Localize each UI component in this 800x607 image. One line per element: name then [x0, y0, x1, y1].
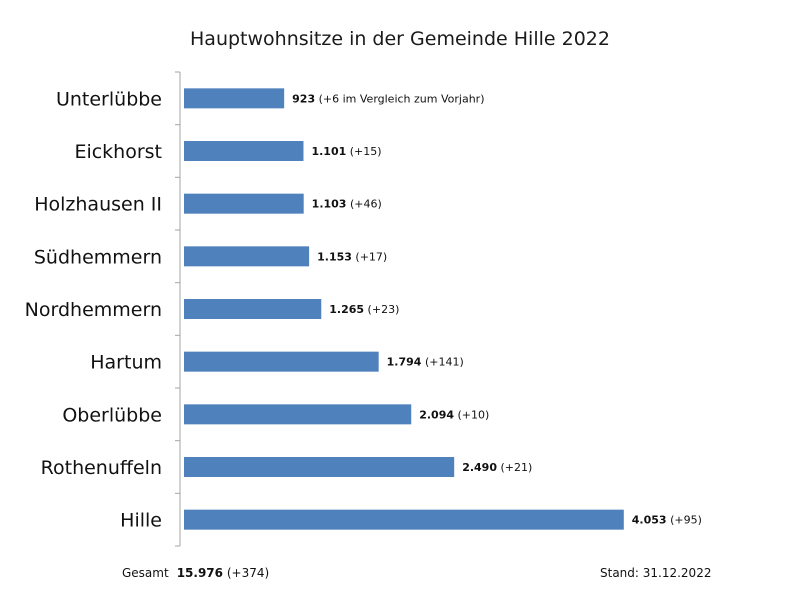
category-label: Rothenuffeln — [41, 457, 162, 479]
category-labels: Unterlübbe Eickhorst Holzhausen II Südhemme… — [25, 88, 162, 531]
chart-title: Hauptwohnsitze in der Gemeinde Hille 202… — [190, 28, 610, 50]
total-delta: (+374) — [226, 566, 270, 580]
value-label: 2.490 (+21) — [462, 461, 532, 474]
value-label: 1.101 (+15) — [311, 145, 381, 158]
bar — [184, 193, 304, 214]
category-label: Nordhemmern — [25, 299, 162, 321]
value-label: 1.794 (+141) — [387, 356, 464, 369]
total-value: 15.976 — [176, 566, 223, 580]
total-label: Gesamt — [122, 566, 169, 580]
bar — [184, 351, 379, 372]
category-label: Südhemmern — [34, 246, 162, 268]
category-label: Eickhorst — [74, 141, 162, 163]
value-label: 923 (+6 im Vergleich zum Vorjahr) — [292, 92, 484, 105]
category-label: Oberlübbe — [62, 404, 162, 426]
bar — [184, 299, 322, 319]
category-label: Unterlübbe — [56, 88, 162, 110]
value-labels: 923 (+6 im Vergleich zum Vorjahr) 1.101 (… — [292, 92, 702, 526]
bar — [184, 141, 304, 161]
bar — [184, 404, 412, 425]
category-label: Hartum — [90, 352, 162, 374]
category-label: Holzhausen II — [34, 194, 162, 216]
value-label: 1.153 (+17) — [317, 250, 387, 263]
bar — [184, 88, 285, 109]
stand-date: Stand: 31.12.2022 — [600, 566, 712, 580]
value-label: 4.053 (+95) — [632, 514, 702, 527]
bar — [184, 246, 310, 267]
category-label: Hille — [120, 510, 162, 532]
value-label: 1.103 (+46) — [312, 198, 382, 211]
bars-group — [184, 88, 624, 530]
bar — [184, 509, 624, 530]
value-label: 1.265 (+23) — [329, 303, 399, 316]
bar — [184, 457, 455, 477]
value-label: 2.094 (+10) — [419, 408, 489, 421]
total-summary: Gesamt 15.976 (+374) — [122, 566, 269, 580]
y-axis-ticks — [175, 71, 180, 547]
